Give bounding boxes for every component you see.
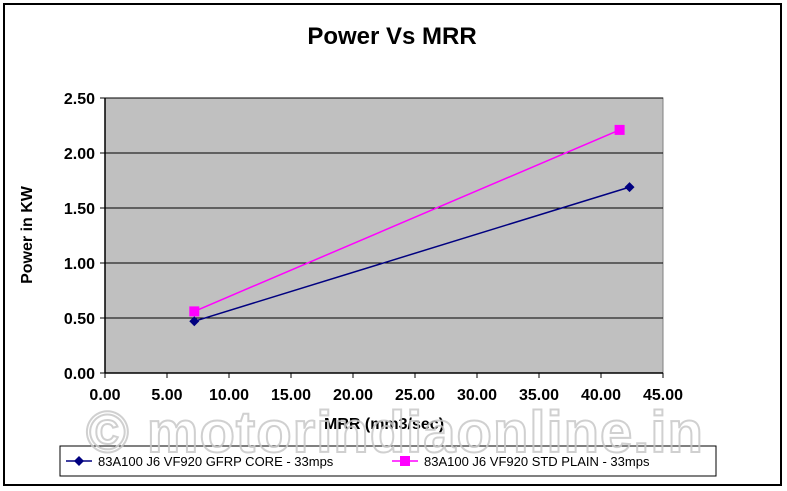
data-point — [189, 316, 200, 327]
y-axis-ticks: 0.00 0.50 1.00 1.50 2.00 2.50 — [64, 91, 105, 383]
gridlines — [104, 97, 663, 374]
x-tick-label: 0.00 — [89, 387, 120, 404]
x-tick-label: 15.00 — [271, 387, 311, 404]
x-tick-label: 25.00 — [395, 387, 435, 404]
legend-marker-std-plain — [400, 456, 410, 466]
series-layer — [189, 124, 635, 327]
x-tick-label: 35.00 — [519, 387, 559, 404]
y-tick-label: 0.50 — [64, 311, 95, 328]
y-tick-label: 0.00 — [64, 366, 95, 383]
chart-title: Power Vs MRR — [307, 23, 476, 50]
x-tick-label: 40.00 — [581, 387, 621, 404]
legend-label-gfrp: 83A100 J6 VF920 GFRP CORE - 33mps — [98, 454, 334, 469]
watermark: © motorindiaonline.in — [86, 400, 704, 465]
legend: 83A100 J6 VF920 GFRP CORE - 33mps 83A100… — [59, 445, 717, 477]
data-point — [624, 182, 635, 193]
legend-marker-gfrp — [74, 456, 84, 466]
y-tick-label: 2.00 — [64, 146, 95, 163]
data-point — [189, 306, 200, 317]
series-line-0 — [194, 186, 630, 323]
x-axis-ticks: 0.00 5.00 10.00 15.00 20.00 25.00 30.00 35.00 40… — [89, 373, 683, 404]
x-axis-label: MRR (mm3/sec) — [324, 416, 444, 433]
legend-label-std-plain: 83A100 J6 VF920 STD PLAIN - 33mps — [424, 454, 650, 469]
x-tick-label: 10.00 — [209, 387, 249, 404]
y-tick-label: 1.50 — [64, 201, 95, 218]
x-tick-label: 20.00 — [333, 387, 373, 404]
data-point — [614, 124, 625, 135]
x-tick-label: 45.00 — [643, 387, 683, 404]
x-tick-label: 30.00 — [457, 387, 497, 404]
x-tick-label: 5.00 — [151, 387, 182, 404]
plot-area — [104, 97, 664, 374]
legend-box — [59, 445, 717, 477]
y-tick-label: 2.50 — [64, 91, 95, 108]
y-tick-label: 1.00 — [64, 256, 95, 273]
series-line-1 — [193, 129, 620, 313]
y-axis-label: Power in KW — [19, 185, 36, 284]
